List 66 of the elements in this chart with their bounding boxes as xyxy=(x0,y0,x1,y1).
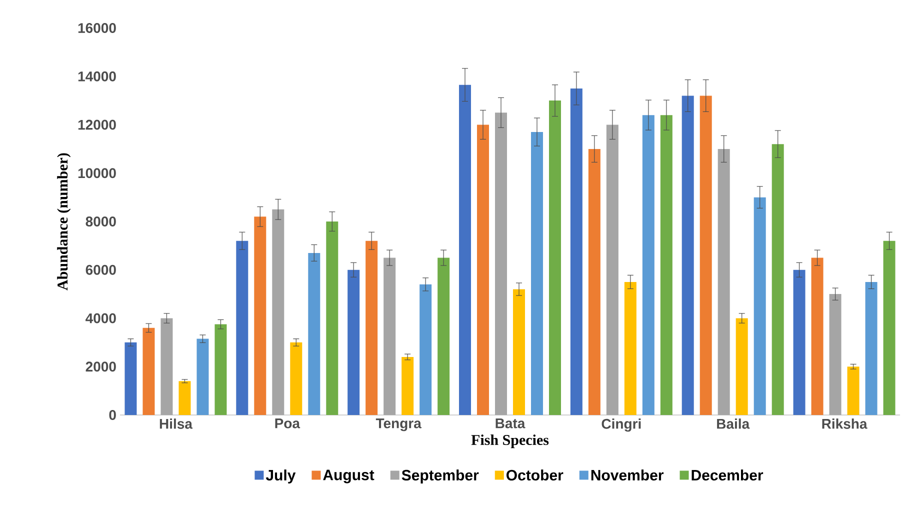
bar xyxy=(772,144,784,415)
x-tick-label: Riksha xyxy=(822,418,868,429)
bar xyxy=(160,318,173,415)
bar xyxy=(642,115,654,415)
bar xyxy=(588,148,600,415)
legend-label: September xyxy=(402,470,479,484)
x-axis-title: Fish Species xyxy=(471,434,549,448)
bar xyxy=(236,240,248,415)
y-tick-label: 4000 xyxy=(86,313,116,324)
bar xyxy=(736,318,748,415)
x-tick-label: Baila xyxy=(717,418,750,429)
bar xyxy=(459,84,471,415)
bar xyxy=(124,342,137,415)
y-tick-label: 8000 xyxy=(86,216,116,226)
bar xyxy=(420,284,432,415)
bar xyxy=(829,294,842,415)
y-tick-label: 12000 xyxy=(78,120,116,130)
y-axis-title: Abundance (number) xyxy=(57,153,71,290)
bar xyxy=(513,289,525,415)
bar xyxy=(811,258,824,415)
bar xyxy=(272,209,284,415)
y-tick-label: 10000 xyxy=(78,168,116,178)
x-tick-label: Poa xyxy=(275,418,300,428)
bar xyxy=(477,124,489,415)
bar xyxy=(700,96,712,415)
y-tick-label: 14000 xyxy=(78,71,116,82)
legend-label: July xyxy=(266,470,296,484)
bar xyxy=(660,115,672,415)
bar xyxy=(326,222,338,415)
legend-label: December xyxy=(692,470,764,481)
legend-label: August xyxy=(323,470,374,484)
y-tick-label: 2000 xyxy=(86,362,116,372)
bar xyxy=(384,258,396,415)
bar xyxy=(142,328,155,415)
bar xyxy=(214,324,227,415)
bar xyxy=(606,124,618,415)
bar xyxy=(438,258,450,415)
bar xyxy=(495,112,507,415)
bar xyxy=(178,381,191,415)
x-tick-label: Hilsa xyxy=(160,418,193,429)
x-tick-label: Bata xyxy=(496,418,526,428)
bar xyxy=(793,270,806,415)
bar xyxy=(847,366,860,415)
bar xyxy=(549,100,561,415)
x-tick-label: Tengra xyxy=(376,418,422,432)
legend-label: November xyxy=(591,470,664,481)
x-tick-label: Cingri xyxy=(602,418,641,432)
bar xyxy=(624,282,636,415)
bar xyxy=(196,338,209,415)
bar xyxy=(718,148,730,415)
bar xyxy=(402,356,414,415)
bar xyxy=(865,282,878,415)
y-tick-label: 0 xyxy=(109,410,116,420)
bar xyxy=(348,270,360,415)
bar xyxy=(531,132,543,415)
bar xyxy=(254,216,266,415)
bar xyxy=(883,240,896,415)
y-tick-label: 16000 xyxy=(78,23,116,33)
bar xyxy=(570,88,582,415)
legend-label: October xyxy=(506,470,564,481)
y-tick-label: 6000 xyxy=(86,264,116,275)
bar xyxy=(308,252,320,415)
bar xyxy=(366,240,378,415)
bar xyxy=(290,342,302,415)
bar xyxy=(754,197,766,415)
bar xyxy=(682,96,694,415)
